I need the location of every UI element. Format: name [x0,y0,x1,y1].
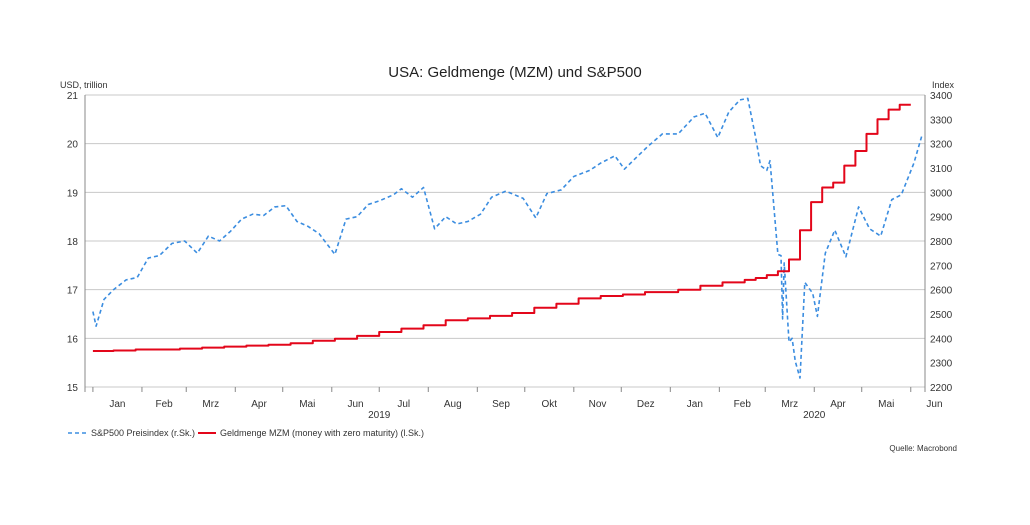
series-mzm-line [92,103,911,352]
source-note: Quelle: Macrobond [889,444,957,453]
x-tick-label-Mrz: Mrz [781,399,798,410]
legend: S&P500 Preisindex (r.Sk.) Geldmenge MZM … [68,428,424,438]
right-tick-label: 3200 [930,140,953,151]
legend-mzm-label: Geldmenge MZM (money with zero maturity)… [220,428,424,438]
left-axis-label: USD, trillion [60,80,108,90]
x-tick-label-Jun: Jun [347,399,363,410]
left-tick-label: 17 [67,286,79,297]
right-tick-label: 2900 [930,213,953,224]
x-axis-ticks: Jan Feb Mrz Apr Mai Jun Jul Aug Sep Okt Nov Dez Jan F… [92,387,943,421]
x-tick-label-Aug: Aug [444,399,462,410]
x-tick-label-Mai: Mai [878,399,894,410]
right-tick-label: 3300 [930,115,953,126]
x-tick-label-Mrz: Mrz [202,399,219,410]
x-tick-label-Nov: Nov [589,399,607,410]
left-tick-label: 16 [67,334,79,345]
x-tick-label-Jan: Jan [109,399,125,410]
right-tick-label: 2300 [930,359,953,370]
left-tick-label: 18 [67,237,79,248]
x-tick-label-Apr: Apr [251,399,267,410]
x-year-label: 2020 [803,410,826,421]
right-axis-label: Index [932,80,955,90]
right-tick-label: 2400 [930,334,953,345]
legend-sp500-label: S&P500 Preisindex (r.Sk.) [91,428,195,438]
right-tick-label: 3100 [930,164,953,175]
x-tick-label-Feb: Feb [734,399,752,410]
x-tick-label-Jun: Jun [926,399,942,410]
right-tick-label: 2500 [930,310,953,321]
x-tick-label-Jan: Jan [687,399,703,410]
series-sp500-line [92,97,923,379]
right-tick-label: 2200 [930,383,953,394]
x-tick-label-Dez: Dez [637,399,655,410]
right-tick-label: 2700 [930,261,953,272]
left-tick-label: 20 [67,140,79,151]
right-tick-label: 3000 [930,188,953,199]
right-tick-label: 3400 [930,91,953,102]
x-tick-label-Mai: Mai [299,399,315,410]
x-tick-label-Apr: Apr [830,399,846,410]
right-tick-label: 2600 [930,286,953,297]
grid [84,94,926,392]
series [92,97,923,379]
right-tick-label: 2800 [930,237,953,248]
left-tick-label: 19 [67,188,79,199]
x-tick-label-Jul: Jul [397,399,410,410]
x-tick-label-Sep: Sep [492,399,510,410]
chart-title: USA: Geldmenge (MZM) und S&P500 [388,64,641,81]
x-tick-label-Okt: Okt [542,399,558,410]
left-tick-label: 15 [67,383,79,394]
x-tick-label-Feb: Feb [155,399,173,410]
right-axis-ticks: 2200 2300 2400 2500 2600 2700 2800 2900 3000 3100… [930,91,953,394]
left-axis-ticks: 15 16 17 18 19 20 21 [67,91,79,394]
left-tick-label: 21 [67,91,79,102]
x-year-label: 2019 [368,410,391,421]
